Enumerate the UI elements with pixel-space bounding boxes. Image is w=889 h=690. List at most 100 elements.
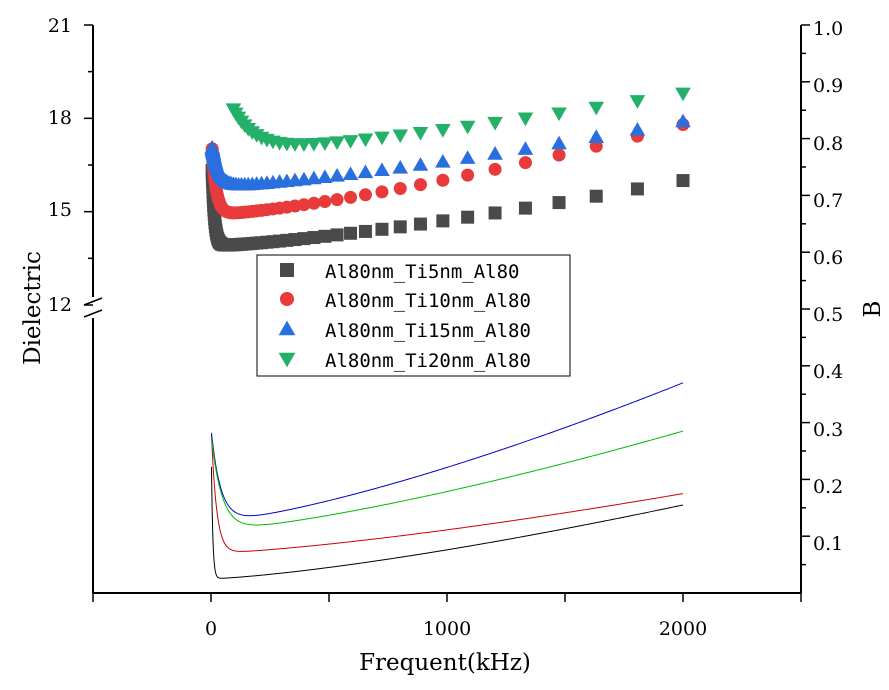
dielectric-point [344, 190, 358, 204]
dielectric-point [357, 133, 374, 148]
dielectric-point [413, 217, 427, 231]
dielectric-point [330, 228, 344, 242]
dielectric-point [552, 148, 566, 162]
right-tick-label: 0.8 [813, 133, 843, 155]
dielectric-point [461, 210, 475, 224]
x-tick-label: 1000 [423, 618, 471, 640]
legend-marker-4 [278, 352, 296, 368]
dielectric-point [676, 174, 690, 188]
dielectric-point [461, 168, 475, 182]
dielectric-point [342, 166, 359, 181]
legend-marker-1 [280, 263, 294, 277]
dielectric-point [517, 112, 534, 127]
dielectric-point [588, 129, 605, 143]
left-axis-title: Dielectric [20, 251, 46, 365]
dielectric-point [517, 141, 534, 155]
dielectric-point [435, 124, 451, 138]
dielectric-point [318, 229, 332, 243]
left-tick-label: 18 [48, 107, 72, 129]
dielectric-point [413, 178, 427, 192]
legend-label: Al80nm_Ti5nm_Al80 [325, 261, 519, 283]
dielectric-point [393, 182, 407, 196]
dielectric-point [487, 146, 503, 160]
dielectric-point [296, 138, 312, 152]
dielectric-point [330, 193, 344, 207]
dielectric-point [435, 153, 451, 168]
dielectric-point [306, 137, 322, 152]
b-curve-3 [210, 382, 684, 517]
dielectric-point [629, 122, 646, 136]
dielectric-point [374, 131, 390, 146]
dielectric-point [551, 107, 567, 122]
axis-ticks [84, 24, 810, 602]
b-curves [210, 382, 684, 579]
dielectric-point [307, 196, 321, 210]
dielectric-point [412, 157, 429, 171]
left-tick-label: 15 [48, 199, 72, 221]
dielectric-series-3 [204, 113, 691, 191]
b-curve-2 [210, 433, 684, 552]
dielectric-point [518, 156, 532, 170]
dielectric-point [297, 198, 311, 212]
legend-label: Al80nm_Ti10nm_Al80 [325, 290, 531, 312]
dielectric-point [318, 195, 332, 209]
right-tick-label: 0.1 [813, 533, 843, 555]
dielectric-point [306, 170, 322, 185]
dielectric-point [630, 182, 644, 196]
dielectric-point [459, 120, 476, 135]
left-tick-label: 12 [48, 294, 72, 316]
b-curve-1 [210, 466, 684, 579]
legend-label: Al80nm_Ti20nm_Al80 [325, 350, 531, 372]
dielectric-point [358, 188, 372, 202]
dielectric-point [393, 220, 407, 234]
dielectric-point [436, 173, 450, 187]
axis-break-mark [83, 297, 103, 318]
dielectric-point [317, 137, 333, 151]
dielectric-point [329, 167, 345, 182]
dielectric-markers [204, 87, 691, 252]
dielectric-point [344, 226, 358, 240]
legend-markers [278, 263, 296, 368]
legend-label: Al80nm_Ti15nm_Al80 [325, 320, 531, 342]
dielectric-point [342, 135, 359, 149]
right-tick-label: 0.5 [813, 304, 843, 326]
dielectric-point [297, 232, 311, 246]
dielectric-point [374, 162, 390, 177]
legend-box [256, 254, 571, 377]
legend: Al80nm_Ti5nm_Al80 Al80nm_Ti10nm_Al80 Al8… [256, 254, 571, 377]
x-axis-title: Frequent(kHz) [359, 650, 531, 676]
dielectric-point [307, 231, 321, 245]
dielectric-point [317, 169, 333, 184]
dielectric-point [357, 164, 374, 179]
dielectric-point [552, 196, 566, 210]
dielectric-point [487, 116, 503, 131]
dielectric-point [358, 224, 372, 238]
dielectric-point [375, 222, 389, 236]
dielectric-point [459, 150, 476, 164]
dielectric-point [329, 136, 345, 150]
dielectric-point [629, 95, 646, 109]
right-tick-label: 0.2 [813, 476, 843, 498]
dielectric-point [551, 135, 567, 150]
right-tick-label: 0.9 [813, 75, 843, 97]
legend-marker-2 [280, 292, 294, 306]
right-tick-label: 0.3 [813, 419, 843, 441]
dielectric-point [392, 129, 409, 144]
dielectric-point [488, 206, 502, 220]
dielectric-point [412, 126, 429, 141]
dielectric-point [675, 113, 691, 128]
dielectric-point [675, 87, 691, 102]
dielectric-point [488, 162, 502, 176]
dielectric-point [589, 189, 603, 203]
dielectric-point [518, 201, 532, 215]
right-tick-label: 1.0 [813, 18, 843, 40]
b-curve-4 [210, 430, 684, 526]
right-tick-label: 0.6 [813, 247, 843, 269]
right-tick-label: 0.4 [813, 361, 843, 383]
legend-marker-3 [278, 320, 296, 336]
dielectric-point [436, 214, 450, 228]
x-tick-label: 0 [205, 618, 217, 640]
right-tick-label: 0.7 [813, 190, 843, 212]
dielectric-series-4 [225, 87, 691, 152]
